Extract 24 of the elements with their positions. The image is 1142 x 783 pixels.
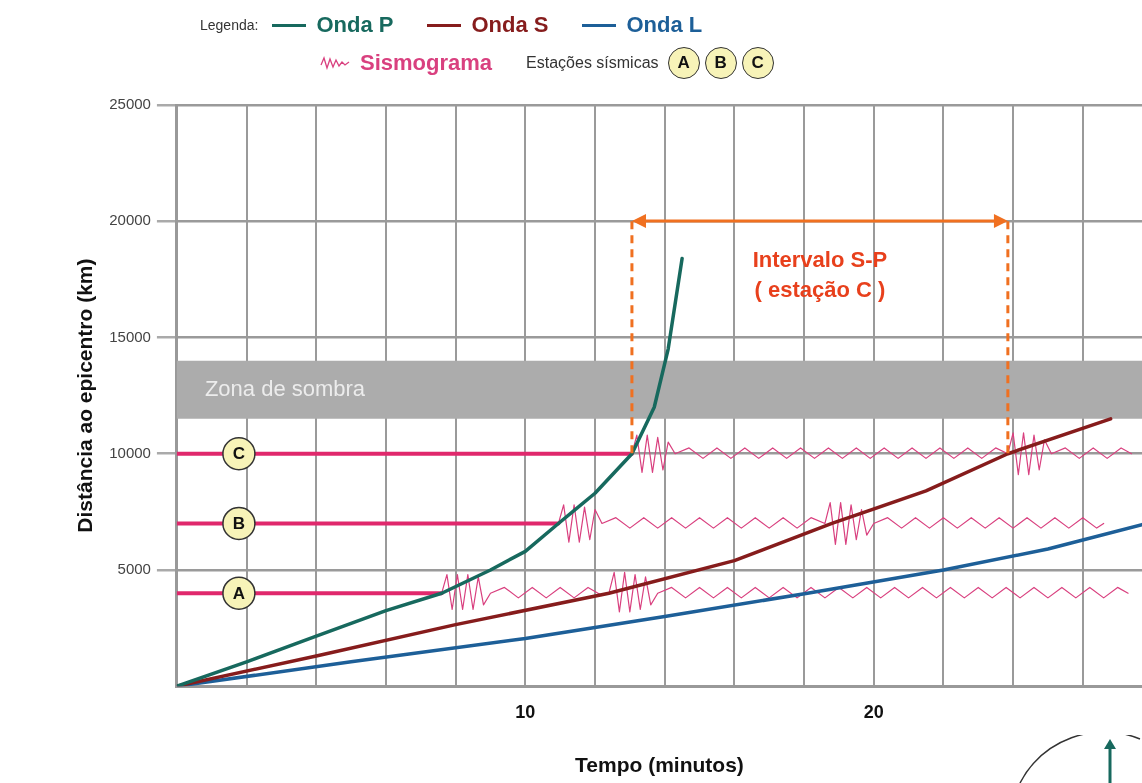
text: Estações sísmicas bbox=[526, 54, 659, 72]
x-tick-label: 20 bbox=[863, 701, 884, 722]
annotation: ( estação C ) bbox=[754, 277, 886, 303]
y-tick-label: 15000 bbox=[109, 327, 151, 345]
annotation: Intervalo S-P bbox=[752, 247, 888, 273]
series-label: A bbox=[232, 583, 246, 603]
legend-title: Legenda: bbox=[200, 17, 259, 33]
y-tick-label: 10000 bbox=[109, 443, 151, 461]
y-axis-title: Distância ao epicentro (km) bbox=[73, 258, 97, 533]
legend-label: Sismograma bbox=[360, 50, 493, 76]
band-label: Zona de sombra bbox=[204, 375, 366, 401]
x-axis-title: Tempo (minutos) bbox=[575, 753, 744, 777]
y-tick-label: 20000 bbox=[109, 211, 151, 229]
text: B bbox=[714, 53, 727, 72]
text: A bbox=[677, 53, 690, 72]
x-tick-label: 10 bbox=[515, 701, 536, 722]
legend-label: Onda S bbox=[471, 12, 549, 38]
legend-label: Onda L bbox=[626, 12, 703, 38]
series-label: C bbox=[232, 444, 246, 464]
y-tick-label: 25000 bbox=[109, 95, 151, 113]
series-label: B bbox=[232, 514, 246, 534]
text: C bbox=[751, 53, 764, 72]
legend-label: Onda P bbox=[316, 12, 394, 38]
y-tick-label: 5000 bbox=[117, 560, 151, 578]
